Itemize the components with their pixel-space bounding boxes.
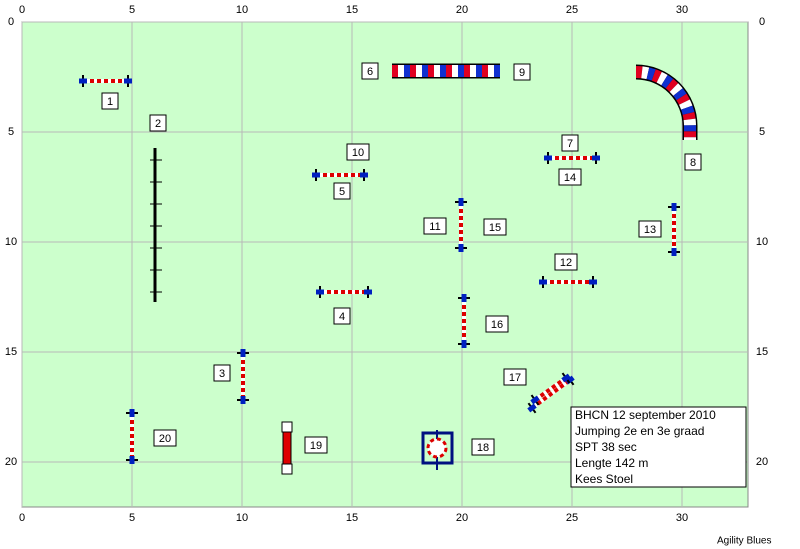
obstacle-number: 11 — [429, 221, 440, 233]
label-box — [684, 153, 702, 171]
info-line: Lengte 142 m — [575, 456, 648, 470]
obstacle-number: 20 — [159, 433, 171, 445]
obstacle-number: 9 — [519, 67, 525, 79]
y-tick-label: 5 — [8, 126, 14, 138]
info-line: SPT 38 sec — [575, 440, 637, 454]
x-tick-label: 25 — [566, 4, 578, 16]
wall-post — [281, 463, 293, 475]
x-tick-label: 0 — [19, 512, 25, 524]
obstacle-number: 7 — [567, 138, 573, 150]
jump-post — [561, 373, 571, 383]
info-box — [570, 406, 747, 488]
footer: Agility Blues — [717, 536, 771, 547]
obstacle-number: 17 — [509, 372, 521, 384]
label-box — [333, 307, 351, 325]
obstacle-number: 3 — [219, 368, 225, 380]
obstacle-number: 19 — [310, 440, 322, 452]
obstacle-number: 18 — [477, 442, 489, 454]
obstacle-number: 5 — [339, 186, 345, 198]
info-line: BHCN 12 september 2010 — [575, 408, 716, 422]
x-tick-label: 20 — [456, 4, 468, 16]
obstacle-number: 10 — [352, 147, 364, 159]
label-box — [554, 253, 578, 271]
x-tick-label: 30 — [676, 512, 688, 524]
obstacles — [79, 63, 698, 475]
info-line: Jumping 2e en 3e graad — [575, 424, 704, 438]
y-tick-label: 10 — [756, 236, 768, 248]
x-tick-label: 10 — [236, 512, 248, 524]
label-box — [503, 368, 527, 386]
x-tick-label: 20 — [456, 512, 468, 524]
x-tick-label: 5 — [129, 512, 135, 524]
label-box — [346, 143, 370, 161]
label-box — [101, 92, 119, 110]
label-box — [361, 62, 379, 80]
label-box — [513, 63, 531, 81]
label-box — [304, 436, 328, 454]
jump-bar — [533, 376, 568, 402]
y-tick-label: 15 — [756, 346, 768, 358]
obstacle-number: 2 — [155, 118, 161, 130]
label-box — [471, 438, 495, 456]
label-box — [638, 220, 662, 238]
y-tick-label: 0 — [8, 16, 14, 28]
info-line: Kees Stoel — [575, 472, 633, 486]
obstacle-number: 13 — [644, 224, 656, 236]
label-box — [333, 182, 351, 200]
obstacle-number: 16 — [491, 319, 503, 331]
y-tick-label: 5 — [759, 126, 765, 138]
label-box — [561, 134, 579, 152]
obstacle-number: 12 — [560, 257, 572, 269]
obstacle-number: 4 — [339, 311, 345, 323]
label-box — [149, 114, 167, 132]
label-box — [483, 218, 507, 236]
y-tick-label: 20 — [756, 456, 768, 468]
x-tick-label: 0 — [19, 4, 25, 16]
x-tick-label: 15 — [346, 512, 358, 524]
obstacle-number: 8 — [690, 157, 696, 169]
label-box — [558, 168, 582, 186]
x-tick-label: 5 — [129, 4, 135, 16]
x-tick-label: 15 — [346, 4, 358, 16]
label-box — [423, 217, 447, 235]
obstacle-number: 15 — [489, 222, 501, 234]
x-tick-label: 10 — [236, 4, 248, 16]
label-box — [485, 315, 509, 333]
y-tick-label: 10 — [5, 236, 17, 248]
y-tick-label: 20 — [5, 456, 17, 468]
obstacle-number: 1 — [107, 96, 113, 108]
wall-post — [281, 421, 293, 433]
y-tick-label: 0 — [759, 16, 765, 28]
x-tick-label: 25 — [566, 512, 578, 524]
label-box — [213, 364, 231, 382]
obstacle-number: 14 — [564, 172, 576, 184]
obstacle-number: 6 — [367, 66, 373, 78]
label-box — [153, 429, 177, 447]
jump-post — [527, 403, 537, 413]
jump-post — [530, 395, 540, 405]
tunnel — [635, 66, 696, 140]
tire — [426, 437, 448, 459]
x-tick-label: 30 — [676, 4, 688, 16]
y-tick-label: 15 — [5, 346, 17, 358]
